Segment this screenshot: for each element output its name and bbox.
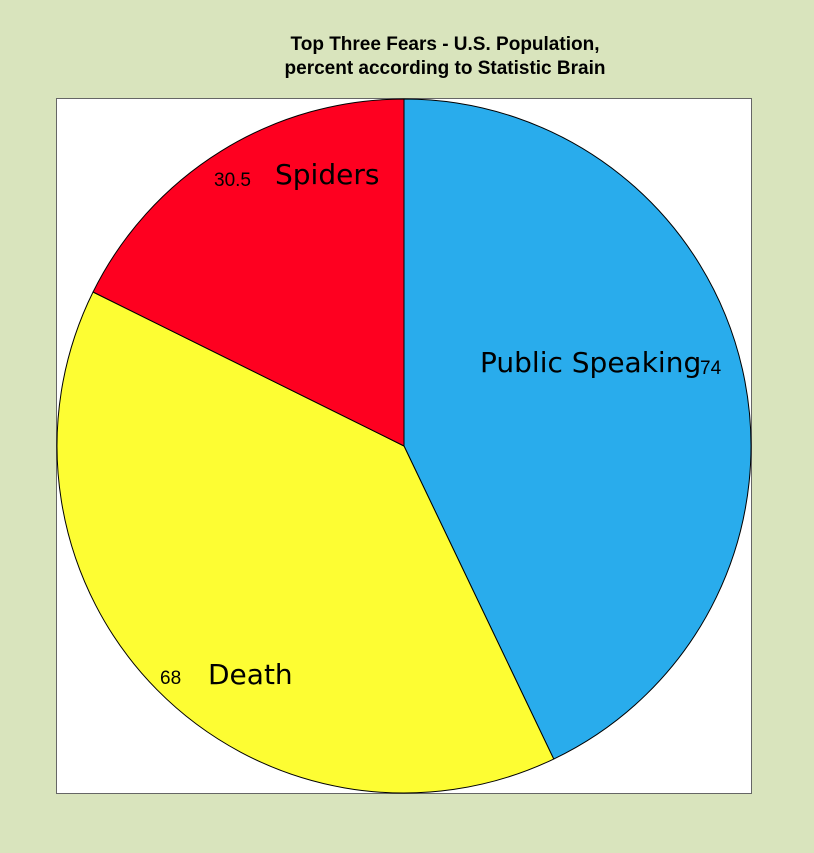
pie-slice-spiders	[92, 98, 405, 447]
chart-title-line-2: percent according to Statistic Brain	[284, 58, 606, 79]
chart-title: Top Three Fears - U.S. Population, perce…	[0, 33, 814, 81]
value-label-spiders: 30.5	[214, 170, 251, 191]
slice-label-public-speaking: Public Speaking	[480, 346, 701, 379]
slice-label-spiders: Spiders	[275, 158, 379, 191]
pie-slice-public-speaking	[403, 98, 752, 760]
slice-label-death: Death	[208, 658, 293, 691]
pie-slice-death	[56, 291, 555, 794]
value-label-death: 68	[160, 668, 181, 689]
chart-title-line-1: Top Three Fears - U.S. Population,	[290, 34, 600, 55]
value-label-public-speaking: 74	[700, 358, 722, 379]
